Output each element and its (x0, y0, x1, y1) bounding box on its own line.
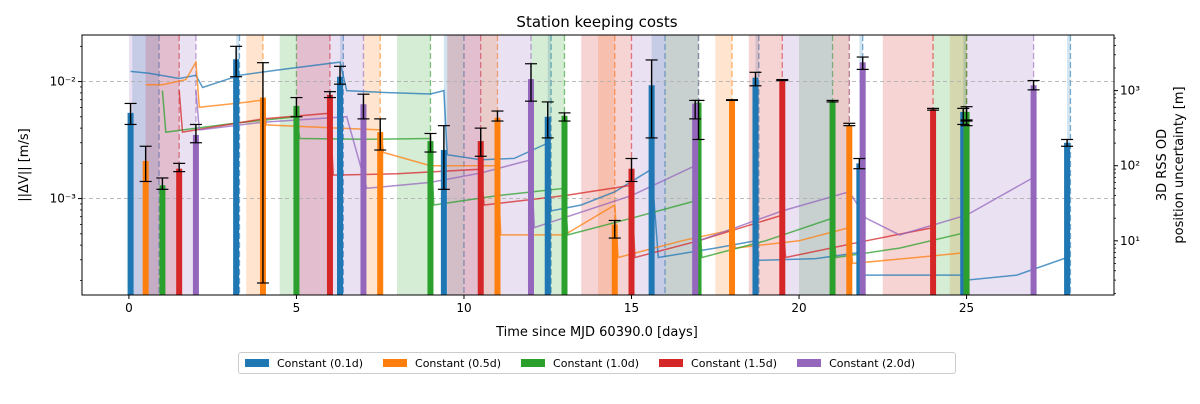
legend-swatch-1.0d (521, 359, 546, 367)
x-tick-label: 0 (125, 301, 133, 315)
window-band (296, 35, 330, 295)
delta-v-bar (427, 141, 434, 295)
delta-v-bar (176, 168, 183, 295)
delta-v-bar (960, 111, 967, 295)
legend-item-1.0d: Constant (1.0d) (521, 357, 639, 370)
window-band (651, 35, 666, 295)
window-band (966, 35, 1034, 295)
y-axis-left: 10⁻³ 10⁻² (50, 45, 82, 281)
plot-frame (81, 34, 1115, 296)
delta-v-bar (829, 101, 836, 295)
delta-v-bar (440, 150, 447, 295)
delta-v-bar (752, 77, 759, 295)
delta-v-bar (692, 103, 699, 295)
delta-v-bar (648, 85, 655, 295)
delta-v-bar (930, 109, 937, 295)
window-band (396, 35, 431, 295)
delta-v-bar (695, 102, 702, 295)
delta-v-bar (326, 94, 333, 295)
delta-v-bar (192, 134, 199, 295)
grid-lines (82, 81, 1114, 199)
y-left-tick-label: 10⁻² (50, 75, 77, 89)
legend-item-0.1d: Constant (0.1d) (245, 357, 363, 370)
delta-v-bar (293, 105, 300, 295)
legend-swatch-1.5d (659, 359, 684, 367)
delta-v-bar (544, 116, 551, 295)
delta-v-bar (729, 100, 736, 295)
x-tick-label: 20 (791, 301, 806, 315)
window-band (882, 35, 934, 295)
delta-v-bar (1064, 142, 1071, 295)
y-right-tick-label: 10¹ (1120, 234, 1140, 248)
window-band (581, 35, 632, 295)
delta-v-bar (856, 163, 863, 295)
delta-v-bar (142, 160, 149, 295)
legend: Constant (0.1d) Constant (0.5d) Constant… (238, 352, 956, 374)
legend-swatch-2.0d (797, 359, 822, 367)
legend-label-2.0d: Constant (2.0d) (829, 356, 916, 370)
y-axis-right: 10¹ 10² 10³ (1114, 37, 1140, 294)
y-right-tick-label: 10³ (1120, 84, 1140, 98)
y-right-tick-label: 10² (1120, 159, 1140, 173)
delta-v-bar (963, 111, 970, 295)
y-axis-right-label-line2: position uncertainty [m] (1172, 86, 1187, 243)
delta-v-bar (1030, 85, 1037, 295)
delta-v-bar (527, 79, 534, 295)
error-bars (124, 45, 1074, 284)
y-left-tick-label: 10⁻³ (50, 192, 77, 206)
delta-v-bar (561, 115, 568, 295)
legend-swatch-0.1d (245, 359, 269, 367)
delta-v-bar (233, 59, 240, 295)
delta-v-bar (779, 80, 786, 295)
y-axis-right-label-line1: 3D RSS OD (1155, 129, 1170, 201)
legend-item-1.5d: Constant (1.5d) (659, 357, 777, 370)
window-band (598, 35, 615, 295)
delta-v-bar (477, 141, 484, 295)
delta-v-bar (159, 185, 166, 295)
delta-v-bar (611, 224, 618, 295)
legend-item-2.0d: Constant (2.0d) (797, 357, 915, 370)
legend-label-0.5d: Constant (0.5d) (415, 356, 502, 370)
x-tick-label: 15 (624, 301, 639, 315)
legend-label-0.1d: Constant (0.1d) (277, 356, 364, 370)
window-band (279, 35, 297, 295)
delta-v-bar (628, 168, 635, 295)
delta-v-bar (859, 62, 866, 295)
legend-label-1.5d: Constant (1.5d) (691, 356, 778, 370)
window-band (363, 35, 381, 295)
delta-v-bar (494, 117, 501, 295)
delta-v-bar (337, 76, 343, 295)
legend-label-1.0d: Constant (1.0d) (553, 356, 640, 370)
x-axis-label: Time since MJD 60390.0 [days] (495, 325, 698, 340)
chart-title: Station keeping costs (516, 13, 677, 31)
x-tick-label: 10 (456, 301, 471, 315)
x-axis: 0 5 10 15 20 25 (125, 295, 974, 315)
delta-v-bar (360, 104, 367, 295)
delta-v-bar (127, 112, 134, 295)
x-tick-label: 25 (959, 301, 974, 315)
delta-v-bar (377, 132, 384, 295)
y-axis-left-label: ||ΔV|| [m/s] (17, 128, 32, 201)
legend-item-0.5d: Constant (0.5d) (383, 357, 501, 370)
legend-swatch-0.5d (383, 359, 408, 367)
delta-v-bars (127, 59, 1071, 295)
x-tick-label: 5 (293, 301, 301, 315)
delta-v-bar (846, 125, 853, 295)
